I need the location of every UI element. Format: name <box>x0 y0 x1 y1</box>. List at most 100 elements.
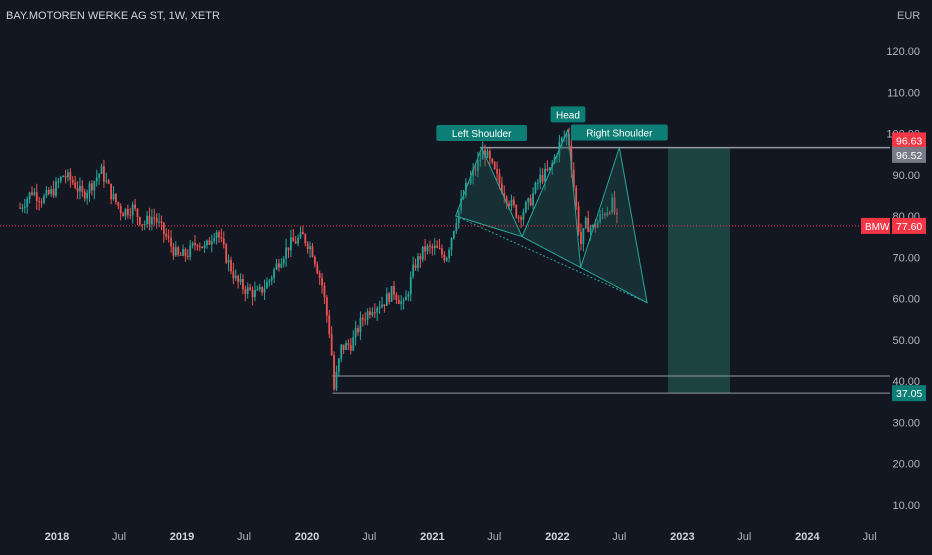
candle-body <box>162 222 165 234</box>
candle-body <box>122 213 124 217</box>
levels-layer <box>332 146 890 394</box>
candle-body <box>366 311 369 320</box>
candle-body <box>505 197 508 204</box>
candle-body <box>323 285 326 298</box>
candle-body <box>134 204 136 209</box>
candle-body <box>333 355 335 390</box>
y-tick-label: 10.00 <box>892 500 920 512</box>
candle-body <box>105 180 108 182</box>
candle-body <box>160 221 163 223</box>
pattern-label-right-shoulder-bg <box>570 124 668 141</box>
candle-body <box>222 238 225 245</box>
candle-body <box>110 183 113 200</box>
candle-body <box>613 197 616 213</box>
x-tick-label: 2023 <box>670 531 694 543</box>
candle-body <box>608 212 611 214</box>
candle-body <box>371 312 374 316</box>
candle-body <box>244 289 247 294</box>
candle-body <box>419 256 422 260</box>
pattern-triangle-2 <box>521 129 582 269</box>
badge-support-bg <box>892 385 926 402</box>
candle-body <box>165 233 168 237</box>
candle-body <box>263 288 266 293</box>
pattern-label-left-shoulder-bg <box>436 124 527 141</box>
candle-body <box>143 223 146 226</box>
candle-body <box>278 263 280 268</box>
candle-body <box>572 169 575 188</box>
y-tick-label: 40.00 <box>892 376 920 388</box>
pattern-label-head: Head <box>556 110 580 121</box>
candle-body <box>412 264 415 277</box>
candle-body <box>69 172 72 181</box>
x-tick-label: 2018 <box>45 531 69 543</box>
candle-body <box>64 175 67 178</box>
candle-body <box>52 189 55 196</box>
candle-body <box>88 183 91 194</box>
x-axis: 2018 Jul 2019 Jul 2020 Jul 2021 Jul 2022 Jul 2023 J… <box>45 531 877 543</box>
candle-body <box>522 212 525 220</box>
candle-body <box>460 198 463 211</box>
x-tick-label: 2024 <box>795 531 820 543</box>
x-tick-label: 2022 <box>545 531 569 543</box>
candle-body <box>318 273 321 278</box>
x-tick-label: Jul <box>863 531 877 543</box>
candle-body <box>515 205 518 218</box>
candle-body <box>131 204 134 216</box>
candle-body <box>342 344 345 350</box>
candle-body <box>431 246 434 249</box>
candle-body <box>196 245 199 247</box>
badge-support: 37.05 <box>896 388 922 400</box>
candle-body <box>76 188 79 192</box>
candle-body <box>580 232 582 244</box>
candle-body <box>330 334 333 356</box>
candle-body <box>292 237 295 242</box>
candle-body <box>381 304 383 308</box>
candle-body <box>230 259 232 272</box>
candle-body <box>167 236 170 239</box>
candle-body <box>33 192 36 195</box>
candle-body <box>234 275 237 279</box>
candle-body <box>352 337 355 351</box>
candle-body <box>119 205 122 214</box>
candle-body <box>582 228 585 244</box>
candle-body <box>383 304 386 306</box>
candle-body <box>280 263 283 268</box>
currency-label: EUR <box>897 10 920 22</box>
candle-body <box>153 217 156 219</box>
y-tick-label: 70.00 <box>892 252 920 264</box>
candle-body <box>395 294 398 300</box>
candle-body <box>520 217 522 220</box>
candle-body <box>290 237 292 251</box>
candle-body <box>215 232 218 238</box>
symbol-badge: BMW <box>865 222 890 233</box>
candle-body <box>364 319 367 321</box>
candle-body <box>237 275 240 282</box>
candle-body <box>225 244 228 263</box>
y-tick-label: 20.00 <box>892 459 920 471</box>
candle-body <box>450 238 453 250</box>
candle-body <box>409 276 412 295</box>
candle-body <box>239 278 242 282</box>
candle-body <box>560 137 563 142</box>
candle-body <box>174 247 177 256</box>
pattern-layer: Left Shoulder Head Right Shoulder <box>436 106 668 304</box>
candle-body <box>453 231 455 239</box>
candle-body <box>232 271 235 279</box>
candle-body <box>301 232 304 235</box>
candle-body <box>59 176 62 182</box>
candle-body <box>55 181 57 196</box>
candle-body <box>155 217 158 223</box>
candle-body <box>93 181 96 191</box>
candle-body <box>498 173 501 184</box>
candle-body <box>35 192 38 201</box>
symbol-badge-bg <box>861 217 890 234</box>
candle-body <box>81 185 84 192</box>
candle-body <box>203 245 206 249</box>
candle-body <box>103 166 105 182</box>
candle-body <box>43 196 45 203</box>
y-tick-label: 60.00 <box>892 294 920 306</box>
badge-resistance-upper: 96.63 <box>896 135 922 147</box>
